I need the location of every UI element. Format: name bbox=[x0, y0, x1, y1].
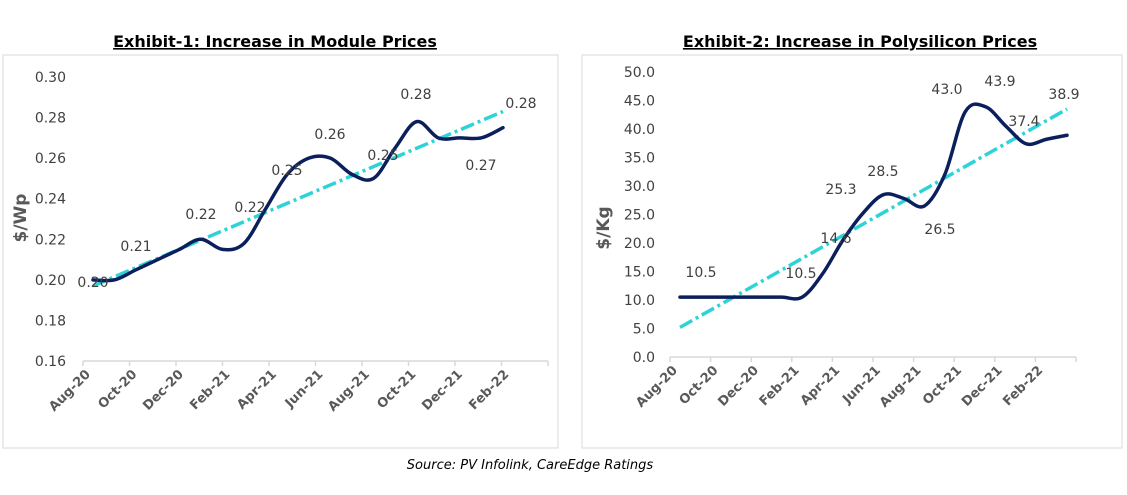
x-tick-label: Aug-21 bbox=[325, 367, 372, 414]
x-tick-label: Aug-21 bbox=[877, 363, 924, 410]
x-tick-label: Dec-20 bbox=[140, 367, 187, 414]
data-label: 38.9 bbox=[1048, 87, 1079, 103]
y-tick-label: 0.28 bbox=[35, 111, 66, 127]
y-tick-label: 0.24 bbox=[35, 192, 66, 208]
data-label: 0.26 bbox=[314, 127, 345, 143]
y-tick-label: 0.26 bbox=[35, 151, 66, 167]
x-tick-label: Jun-21 bbox=[282, 367, 326, 411]
data-label: 10.5 bbox=[685, 265, 716, 281]
source-note: Source: PV Infolink, CareEdge Ratings bbox=[407, 458, 654, 473]
y-tick-label: 15.0 bbox=[624, 265, 655, 281]
y-tick-label: 20.0 bbox=[624, 236, 655, 252]
y-tick-label: 45.0 bbox=[624, 94, 655, 110]
x-tick-label: Aug-20 bbox=[46, 367, 93, 414]
y-tick-label: 0.18 bbox=[35, 313, 66, 329]
y-tick-label: 0.30 bbox=[35, 70, 66, 86]
y-tick-label: 25.0 bbox=[624, 208, 655, 224]
y-tick-label: 10.0 bbox=[624, 293, 655, 309]
data-label: 14.6 bbox=[820, 231, 851, 247]
data-label: 0.22 bbox=[185, 207, 216, 223]
data-label: 0.25 bbox=[367, 148, 398, 164]
series-line bbox=[91, 119, 505, 283]
x-tick-label: Apr-21 bbox=[234, 367, 279, 412]
data-label: 0.21 bbox=[120, 239, 151, 255]
data-label: 26.5 bbox=[924, 222, 955, 238]
x-tick-label: Dec-20 bbox=[715, 363, 762, 410]
x-tick-label: Feb-21 bbox=[757, 363, 803, 409]
chart1-y-axis-title: $/Wp bbox=[11, 194, 31, 243]
x-tick-label: Feb-22 bbox=[466, 367, 512, 413]
data-label: 0.28 bbox=[505, 96, 536, 112]
x-tick-label: Feb-22 bbox=[1000, 363, 1046, 409]
y-tick-label: 40.0 bbox=[624, 122, 655, 138]
x-tick-label: Dec-21 bbox=[419, 367, 466, 414]
y-tick-label: 0.0 bbox=[633, 350, 655, 366]
x-tick-label: Aug-20 bbox=[633, 363, 680, 410]
data-label: 10.5 bbox=[785, 266, 816, 282]
x-tick-label: Feb-21 bbox=[187, 367, 233, 413]
data-label: 0.27 bbox=[465, 158, 496, 174]
data-label: 0.28 bbox=[400, 87, 431, 103]
series-line bbox=[678, 102, 1069, 301]
chart2-plot: 0.0 5.0 10.0 15.0 20.0 25.0 30.0 35.0 40.0 45.0 50… bbox=[624, 65, 1080, 411]
x-tick-label: Oct-21 bbox=[374, 367, 419, 412]
data-label: 0.20 bbox=[77, 275, 108, 291]
data-label: 43.9 bbox=[984, 74, 1015, 90]
y-tick-label: 35.0 bbox=[624, 151, 655, 167]
chart2-title: Exhibit-2: Increase in Polysilicon Price… bbox=[683, 32, 1037, 51]
chart2-y-axis-title: $/Kg bbox=[594, 206, 614, 249]
y-tick-label: 30.0 bbox=[624, 179, 655, 195]
data-label: 25.3 bbox=[825, 182, 856, 198]
x-tick-label: Oct-20 bbox=[95, 367, 140, 412]
y-tick-label: 0.20 bbox=[35, 273, 66, 289]
y-tick-label: 0.22 bbox=[35, 232, 66, 248]
x-tick-label: Oct-21 bbox=[920, 363, 965, 408]
data-label: 37.4 bbox=[1008, 114, 1039, 130]
data-label: 28.5 bbox=[867, 164, 898, 180]
chart1-title: Exhibit-1: Increase in Module Prices bbox=[113, 32, 437, 51]
data-label: 43.0 bbox=[931, 82, 962, 98]
y-tick-label: 0.16 bbox=[35, 354, 66, 370]
x-tick-label: Apr-21 bbox=[798, 363, 843, 408]
trendline bbox=[679, 107, 1068, 329]
x-tick-label: Dec-21 bbox=[959, 363, 1006, 410]
chart1-frame bbox=[2, 54, 559, 449]
data-label: 0.22 bbox=[234, 200, 265, 216]
x-tick-label: Oct-20 bbox=[677, 363, 722, 408]
data-label: 0.25 bbox=[271, 163, 302, 179]
y-tick-label: 50.0 bbox=[624, 65, 655, 81]
chart2-frame bbox=[581, 54, 1123, 449]
y-tick-label: 5.0 bbox=[633, 322, 655, 338]
